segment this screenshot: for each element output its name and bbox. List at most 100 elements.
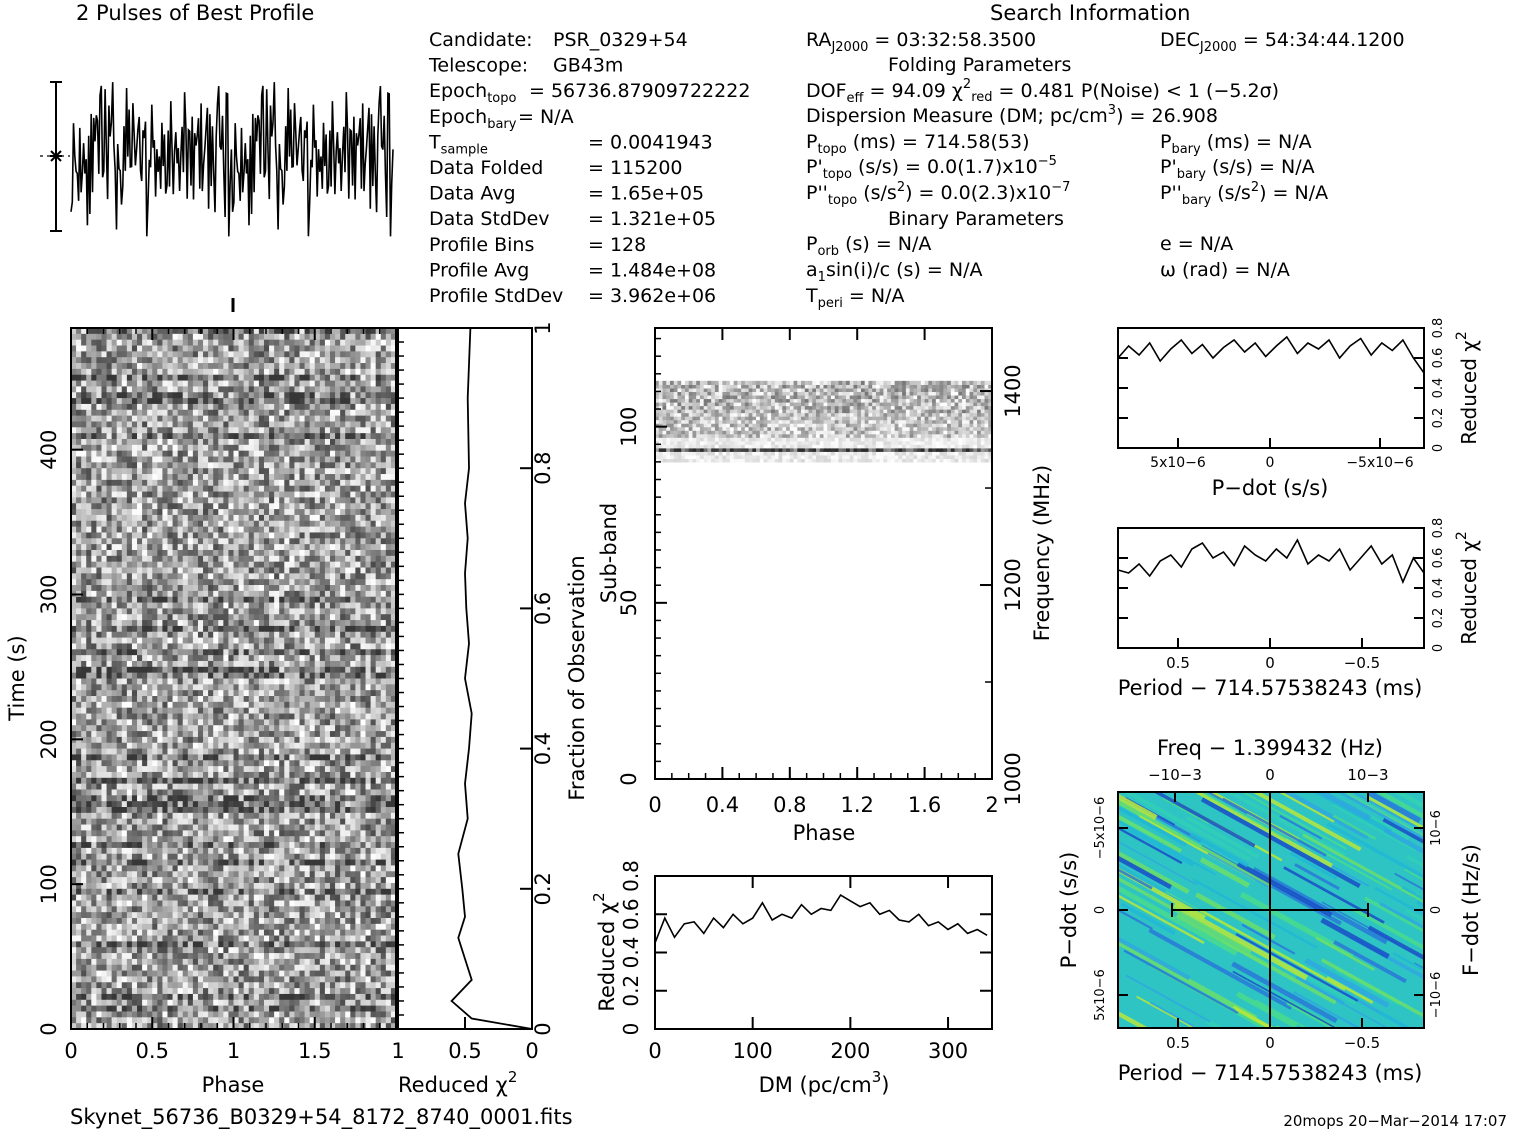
pp-streak bbox=[1382, 818, 1424, 845]
pp-streak bbox=[1461, 1015, 1517, 1103]
frequency-ytick: 1200 bbox=[1001, 558, 1025, 611]
pp-streak bbox=[1295, 975, 1345, 1005]
tperi-value: Tperi = N/A bbox=[805, 285, 904, 311]
pp-ytick: −5x10−6 bbox=[1093, 797, 1108, 860]
pp-streak bbox=[1226, 792, 1346, 857]
pp-streak bbox=[1489, 1038, 1517, 1077]
chi-fraction-xtick: 1 bbox=[391, 1039, 404, 1063]
subband-ytick: 50 bbox=[617, 589, 641, 616]
time-phase-ytick: 400 bbox=[37, 430, 61, 470]
pp-streak bbox=[1152, 792, 1256, 848]
subband-xtick: 0 bbox=[648, 793, 661, 817]
pp-streak bbox=[1455, 753, 1517, 820]
pp-y2label: F−dot (Hz/s) bbox=[1459, 844, 1483, 976]
pp-streak bbox=[1481, 836, 1517, 865]
info-value: GB43m bbox=[553, 55, 623, 77]
pp-streak bbox=[1459, 1028, 1517, 1081]
pp-ytick: 5x10−6 bbox=[1093, 969, 1108, 1021]
pp-ytick: 0 bbox=[1093, 906, 1108, 914]
pp-streak bbox=[1199, 857, 1250, 888]
pp-streak bbox=[1235, 933, 1359, 1002]
pp-x2tick: −10−3 bbox=[1148, 766, 1202, 784]
search-info: RAJ2000 = 03:32:58.3500 DECJ2000 = 54:34… bbox=[805, 29, 1405, 311]
info-value: = 1.484e+08 bbox=[588, 259, 716, 281]
subband-xtick: 0.8 bbox=[773, 793, 806, 817]
info-key: Epochtopo bbox=[429, 80, 516, 106]
pp-streak bbox=[1241, 923, 1296, 955]
pp-streak bbox=[1232, 1005, 1276, 1028]
pp-streak bbox=[1124, 825, 1195, 867]
pp-streak bbox=[1136, 995, 1196, 1028]
a1sini-value: a1sin(i)/c (s) = N/A bbox=[806, 259, 982, 285]
pp-streak bbox=[1340, 989, 1412, 1028]
p-pdot-plane: 0.5 0 −0.5 −10−3 0 10−3 −5x10−6 0 5x10−6 10−6 0 −10… bbox=[1057, 736, 1517, 1103]
pp-xlabel: Period − 714.57538243 (ms) bbox=[1118, 1061, 1423, 1085]
pp-streak bbox=[1367, 925, 1424, 961]
ptopo-value: Ptopo (ms) = 714.58(53) bbox=[806, 131, 1030, 157]
info-key: Candidate: bbox=[429, 29, 533, 51]
pp-streak bbox=[1487, 849, 1517, 877]
pp-streak bbox=[1252, 866, 1388, 945]
pp-streak bbox=[1118, 819, 1217, 876]
pp-streak bbox=[1200, 797, 1361, 889]
pdot-chi-plot: 5x10−6 0 −5x10−600.20.40.60.8 P−dot (s/s) … bbox=[1117, 318, 1481, 500]
ecc-value: e = N/A bbox=[1160, 233, 1233, 255]
pp-streak bbox=[1368, 792, 1422, 824]
period-chi-plot: 0.5 0 −0.5 0 0.2 0.4 0.6 0.8 Period − 714.57538… bbox=[1117, 518, 1481, 700]
info-value: = 128 bbox=[588, 234, 646, 256]
pp-streak bbox=[1175, 913, 1337, 1005]
pp-streak bbox=[1199, 909, 1346, 991]
candidate-info: Candidate: PSR_0329+54 Telescope: GB43m Epoc… bbox=[428, 29, 750, 307]
subband-xtick: 2 bbox=[985, 793, 998, 817]
subband-ytick: 0 bbox=[617, 772, 641, 785]
pp-streak bbox=[1451, 756, 1517, 823]
pp-streak bbox=[1118, 793, 1158, 820]
dm-xlabel: DM (pc/cm3) bbox=[759, 1068, 890, 1097]
info-key: Profile Avg bbox=[429, 259, 529, 281]
period-xtick: −0.5 bbox=[1344, 654, 1380, 672]
dof-value: DOFeff = 94.09 χ2red = 0.481 P(Noise) < … bbox=[806, 77, 1279, 106]
pp-streak bbox=[1377, 1010, 1412, 1028]
time-phase-plot: 0 0.5 1 1.5 0 100 200 300 400 Phase Time (s) bbox=[5, 327, 397, 1097]
pp-streak bbox=[1277, 792, 1335, 823]
pp-streak bbox=[1232, 970, 1338, 1028]
chi-fraction-ytick: 0.2 bbox=[531, 872, 555, 905]
pp-streak bbox=[1466, 979, 1517, 1010]
pp-streak bbox=[1150, 1001, 1195, 1028]
pp-streak bbox=[1326, 822, 1424, 880]
dm-value: Dispersion Measure (DM; pc/cm3) = 26.908 bbox=[806, 103, 1218, 127]
pp-streak bbox=[1477, 760, 1517, 827]
pp-streak bbox=[1383, 827, 1424, 855]
chi-fraction-xtick: 0.5 bbox=[448, 1039, 481, 1063]
pp-streak bbox=[1441, 783, 1517, 853]
pp-streak bbox=[1118, 814, 1182, 853]
info-value: = 1.321e+05 bbox=[588, 208, 716, 230]
info-key: Profile Bins bbox=[429, 234, 534, 256]
dec-value: DECJ2000 = 54:34:44.1200 bbox=[1160, 29, 1405, 55]
time-phase-xtick: 1 bbox=[227, 1039, 240, 1063]
pp-streak bbox=[1418, 1014, 1424, 1020]
info-key: Data StdDev bbox=[429, 208, 550, 230]
info-key: Data Folded bbox=[429, 157, 543, 179]
pdot-xtick: 0 bbox=[1266, 455, 1275, 471]
info-value: = 3.962e+06 bbox=[588, 285, 716, 307]
info-key: Epochbary bbox=[429, 106, 517, 132]
pp-streak bbox=[1118, 908, 1153, 930]
chi-fraction-ylabel: Fraction of Observation bbox=[565, 555, 589, 800]
pp-streak bbox=[1457, 1033, 1512, 1063]
dm-ytick: 0.8 bbox=[619, 860, 643, 892]
info-key: Profile StdDev bbox=[429, 285, 563, 307]
subband-xlabel: Phase bbox=[793, 821, 856, 845]
pdot-ytick: 0.4 bbox=[1431, 378, 1446, 399]
pp-streak bbox=[1206, 792, 1248, 815]
subband-ylabel: Sub-band bbox=[597, 503, 621, 603]
pp-streak bbox=[1118, 885, 1238, 956]
period-ytick: 0 bbox=[1431, 644, 1446, 652]
pp-streak bbox=[1394, 872, 1424, 891]
pp-streak bbox=[1435, 1060, 1508, 1100]
pp-streak bbox=[1498, 865, 1517, 900]
pp-streak bbox=[1118, 868, 1153, 890]
time-phase-ytick: 200 bbox=[37, 719, 61, 759]
pdot-ytick: 0.8 bbox=[1431, 318, 1446, 339]
